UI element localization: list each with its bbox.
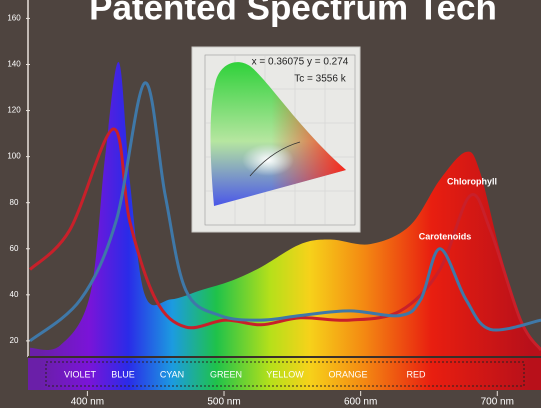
page: {"chart_data": { "type": "line", "title"… [0, 0, 541, 408]
inset-chromaticity: x = 0.36075 y = 0.274 [252, 57, 349, 68]
band-label: VIOLET [64, 369, 97, 379]
band-label: BLUE [111, 369, 135, 379]
y-tick-label: 80 [10, 198, 19, 207]
y-tick-label: 60 [10, 244, 19, 253]
y-tick-label: 140 [7, 60, 21, 69]
band-label: CYAN [160, 369, 184, 379]
band-label: ORANGE [328, 369, 367, 379]
series-label: Chlorophyll [447, 176, 497, 186]
inset-temperature: Tc = 3556 k [294, 74, 346, 85]
band-label: GREEN [210, 369, 242, 379]
x-tick-label: 400 nm [71, 397, 104, 408]
x-tick-label: 500 nm [207, 397, 240, 408]
chart-title: Patented Spectrum Tech [89, 0, 497, 27]
y-tick-label: 100 [7, 152, 21, 161]
cie-inset: x = 0.36075 y = 0.274 Tc = 3556 k [192, 47, 360, 232]
cie-white-point [242, 144, 294, 176]
y-tick-label: 20 [10, 336, 19, 345]
y-tick-label: 40 [10, 290, 19, 299]
band-label: RED [406, 369, 426, 379]
x-tick-label: 700 nm [481, 397, 514, 408]
y-tick-label: 160 [7, 14, 21, 23]
series-label: Carotenoids [419, 231, 472, 241]
chart: Patented Spectrum Tech 20 40 60 80 100 120 140… [0, 0, 541, 408]
band-label: YELLOW [266, 369, 304, 379]
y-tick-label: 120 [7, 106, 21, 115]
x-tick-label: 600 nm [344, 397, 377, 408]
